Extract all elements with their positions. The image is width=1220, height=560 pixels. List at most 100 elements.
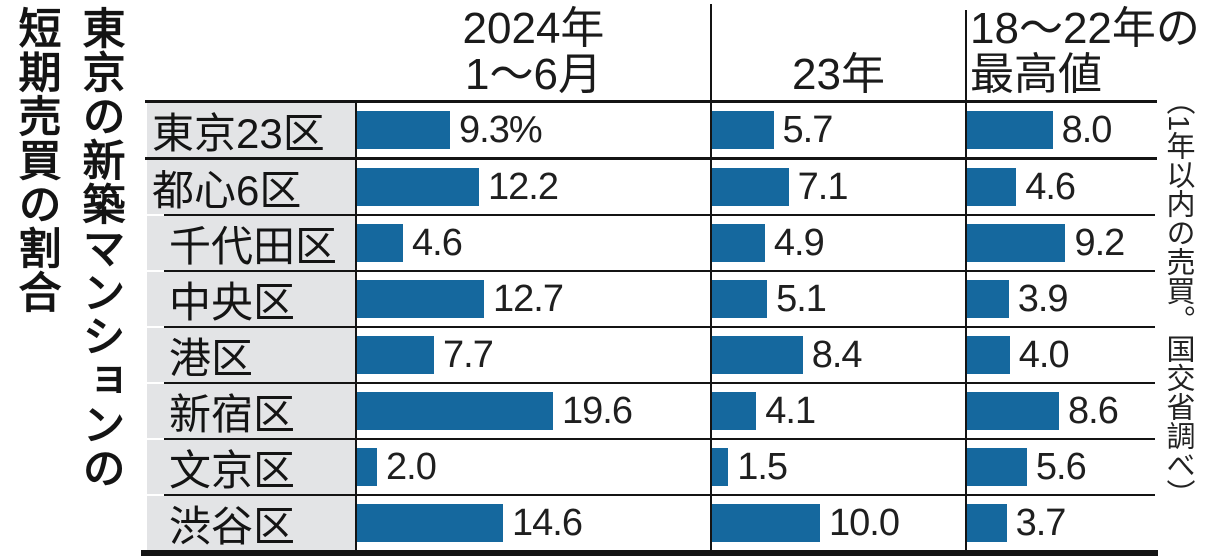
- bar: [967, 448, 1027, 486]
- chart-title-line-2: 短期売買の割合: [12, 6, 60, 314]
- chart-title-vertical: 東京の新築マンションの 短期売買の割合: [4, 6, 132, 558]
- cell-18-22: 8.6: [965, 384, 1155, 438]
- bar: [712, 392, 757, 430]
- bar-value: 8.6: [1068, 389, 1119, 432]
- row-separator: [164, 270, 1155, 272]
- row-separator: [164, 214, 1155, 216]
- header-divider-2: [965, 10, 967, 100]
- bar-value: 5.1: [776, 277, 827, 320]
- cell-2024: 4.6: [357, 216, 710, 270]
- column-header-2023: 23年: [792, 50, 885, 99]
- column-header-2024-line-1: 2024年: [462, 4, 605, 53]
- bar-value: 12.7: [493, 277, 564, 320]
- bar-value: 5.7: [782, 108, 834, 151]
- row-separator: [164, 326, 1155, 328]
- bar-value: 19.6: [562, 389, 633, 432]
- bar-value: 3.7: [1015, 501, 1067, 544]
- cell-18-22: 3.9: [965, 272, 1155, 326]
- bar-value: 9.3%: [459, 108, 543, 151]
- bar: [967, 392, 1060, 430]
- cell-18-22: 3.7: [965, 496, 1155, 550]
- cell-18-22: 4.0: [965, 328, 1155, 382]
- column-header-2024-line-2: 1〜6月: [465, 50, 602, 99]
- bar: [712, 280, 768, 318]
- column-header-2024: 2024年 1〜6月: [357, 6, 710, 98]
- row-label: 文京区: [147, 440, 357, 494]
- row-separator: [164, 382, 1155, 384]
- row-label: 新宿区: [147, 384, 357, 438]
- bar: [357, 168, 479, 206]
- bar: [967, 280, 1009, 318]
- header-divider-1: [710, 4, 712, 100]
- bar-value: 7.1: [797, 165, 849, 208]
- bar-value: 1.5: [737, 445, 788, 488]
- column-headers: 2024年 1〜6月 23年 18〜22年の 最高値: [147, 0, 1200, 100]
- bar-value: 9.2: [1074, 221, 1125, 264]
- cell-2024: 2.0: [357, 440, 710, 494]
- cell-2024: 7.7: [357, 328, 710, 382]
- cell-2024: 12.2: [357, 160, 710, 214]
- table-bottom-border: [141, 550, 1158, 556]
- bar: [712, 168, 789, 206]
- cell-2023: 10.0: [710, 496, 965, 550]
- cell-2023: 5.1: [710, 272, 965, 326]
- bar: [967, 111, 1053, 149]
- cell-2023: 4.9: [710, 216, 965, 270]
- cell-18-22: 5.6: [965, 440, 1155, 494]
- column-header-18-22-line-1: 18〜22年の: [970, 4, 1200, 53]
- row-label: 東京23区: [147, 103, 357, 157]
- row-separator: [164, 438, 1155, 440]
- cell-2023: 8.4: [710, 328, 965, 382]
- table-row: 新宿区 19.6 4.1 8.6: [147, 384, 1155, 438]
- bar: [967, 224, 1066, 262]
- table-row: 都心6区 12.2 7.1 4.6: [147, 160, 1155, 214]
- bar: [357, 280, 484, 318]
- cell-2024: 9.3%: [357, 103, 710, 157]
- bar-value: 4.9: [773, 221, 825, 264]
- table-row: 港区 7.7 8.4 4.0: [147, 328, 1155, 382]
- bar-value: 4.6: [412, 221, 463, 264]
- bar-value: 5.6: [1035, 445, 1087, 488]
- bar-value: 4.6: [1025, 165, 1076, 208]
- bar: [967, 504, 1007, 542]
- table-top-border: [145, 100, 1157, 103]
- row-label: 都心6区: [147, 160, 357, 214]
- bar: [357, 448, 377, 486]
- bar: [357, 224, 403, 262]
- bar-value: 10.0: [829, 501, 900, 544]
- row-label: 渋谷区: [147, 496, 357, 550]
- table-row: 東京23区 9.3% 5.7 8.0: [147, 103, 1155, 157]
- bar: [712, 448, 729, 486]
- cell-2023: 4.1: [710, 384, 965, 438]
- cell-2024: 12.7: [357, 272, 710, 326]
- bar: [967, 336, 1010, 374]
- bar-value: 8.4: [811, 333, 863, 376]
- cell-18-22: 9.2: [965, 216, 1155, 270]
- bar-value: 3.9: [1017, 277, 1069, 320]
- cell-2024: 19.6: [357, 384, 710, 438]
- column-header-18-22-line-2: 最高値: [970, 50, 1102, 99]
- bar: [357, 392, 553, 430]
- bar: [357, 504, 503, 542]
- bar-value: 4.1: [765, 389, 816, 432]
- bar-value: 8.0: [1061, 108, 1113, 151]
- bar: [712, 336, 803, 374]
- bar: [967, 168, 1017, 206]
- row-label: 港区: [147, 328, 357, 382]
- cell-2023: 1.5: [710, 440, 965, 494]
- bar-value: 2.0: [386, 445, 437, 488]
- source-note-vertical: （1年以内の売買。国交省調べ）: [1162, 86, 1194, 509]
- table-row: 千代田区 4.6 4.9 9.2: [147, 216, 1155, 270]
- table-row: 文京区 2.0 1.5 5.6: [147, 440, 1155, 494]
- bar: [712, 224, 765, 262]
- cell-2023: 5.7: [710, 103, 965, 157]
- cell-18-22: 4.6: [965, 160, 1155, 214]
- bar-value: 12.2: [488, 165, 559, 208]
- table-row: 中央区 12.7 5.1 3.9: [147, 272, 1155, 326]
- cell-18-22: 8.0: [965, 103, 1155, 157]
- cell-2023: 7.1: [710, 160, 965, 214]
- bar: [357, 336, 434, 374]
- bar-value: 7.7: [443, 333, 494, 376]
- row-label: 千代田区: [147, 216, 357, 270]
- bar-value: 14.6: [512, 501, 583, 544]
